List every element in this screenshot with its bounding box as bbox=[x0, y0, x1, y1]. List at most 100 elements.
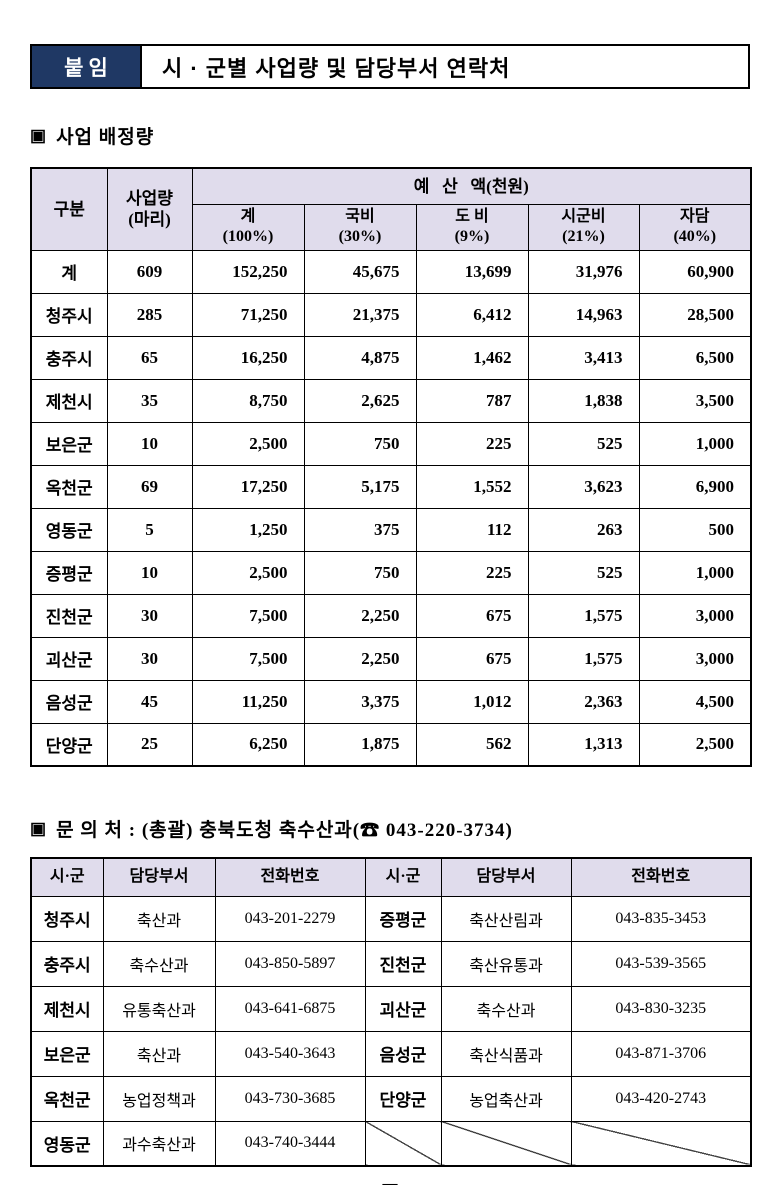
table-cell: 증평군 bbox=[30, 550, 108, 595]
table-cell: 500 bbox=[638, 507, 752, 552]
col-header-budget-group: 예 산 액(천원) bbox=[191, 167, 752, 205]
page-number-mark: — bbox=[382, 1179, 398, 1187]
table-cell: 제천시 bbox=[30, 378, 108, 423]
allocation-table-header: 구분 사업량 (마리) 예 산 액(천원) 계 (100%) 국비 (30%) … bbox=[30, 167, 752, 251]
table-row: 옥천군 69 17,250 5,175 1,552 3,623 6,900 bbox=[30, 464, 752, 509]
table-cell: 2,500 bbox=[191, 550, 305, 595]
table-cell: 진천군 bbox=[364, 940, 442, 987]
table-cell: 30 bbox=[106, 636, 193, 681]
table-cell: 609 bbox=[106, 249, 193, 294]
table-cell: 진천군 bbox=[30, 593, 108, 638]
table-row: 보은군 10 2,500 750 225 525 1,000 bbox=[30, 421, 752, 466]
table-cell: 과수축산과 bbox=[102, 1120, 216, 1167]
table-cell: 청주시 bbox=[30, 292, 108, 337]
table-cell: 8,750 bbox=[191, 378, 305, 423]
table-cell: 043-740-3444 bbox=[214, 1120, 366, 1167]
table-cell: 750 bbox=[303, 421, 417, 466]
attachment-badge: 붙임 bbox=[32, 46, 142, 87]
col-header-phone-right: 전화번호 bbox=[570, 857, 752, 897]
table-cell: 562 bbox=[415, 722, 529, 767]
table-cell: 043-871-3706 bbox=[570, 1030, 752, 1077]
table-cell: 21,375 bbox=[303, 292, 417, 337]
table-cell: 263 bbox=[527, 507, 640, 552]
table-row: 옥천군 농업정책과 043-730-3685 단양군 농업축산과 043-420-2743 bbox=[30, 1075, 752, 1122]
table-cell: 축수산과 bbox=[440, 985, 572, 1032]
table-cell: 2,625 bbox=[303, 378, 417, 423]
table-cell: 보은군 bbox=[30, 1030, 104, 1077]
col-header-department-right: 담당부서 bbox=[440, 857, 572, 897]
col-header-province-fund: 도 비 (9%) bbox=[415, 203, 529, 251]
table-cell: 675 bbox=[415, 593, 529, 638]
table-cell: 35 bbox=[106, 378, 193, 423]
table-cell: 525 bbox=[527, 550, 640, 595]
table-cell: 16,250 bbox=[191, 335, 305, 380]
table-cell: 043-730-3685 bbox=[214, 1075, 366, 1122]
table-cell: 043-850-5897 bbox=[214, 940, 366, 987]
table-cell: 375 bbox=[303, 507, 417, 552]
section-heading-contacts-text: 문 의 처 : (총괄) 충북도청 축수산과(☎ 043-220-3734) bbox=[56, 820, 513, 841]
empty-slash-cell bbox=[570, 1120, 752, 1167]
table-cell: 25 bbox=[106, 722, 193, 767]
table-cell: 1,000 bbox=[638, 421, 752, 466]
empty-slash-cell bbox=[364, 1120, 442, 1167]
table-cell: 4,500 bbox=[638, 679, 752, 724]
table-cell: 1,012 bbox=[415, 679, 529, 724]
table-cell: 17,250 bbox=[191, 464, 305, 509]
table-cell: 152,250 bbox=[191, 249, 305, 294]
table-row: 증평군 10 2,500 750 225 525 1,000 bbox=[30, 550, 752, 595]
table-row: 보은군 축산과 043-540-3643 음성군 축산식품과 043-871-3706 bbox=[30, 1030, 752, 1077]
table-cell: 유통축산과 bbox=[102, 985, 216, 1032]
col-header-city-county-right: 시·군 bbox=[364, 857, 442, 897]
table-cell: 1,250 bbox=[191, 507, 305, 552]
table-cell: 3,000 bbox=[638, 636, 752, 681]
table-cell: 043-420-2743 bbox=[570, 1075, 752, 1122]
square-bullet-icon: ▣ bbox=[30, 126, 48, 145]
table-row: 제천시 유통축산과 043-641-6875 괴산군 축수산과 043-830-3235 bbox=[30, 985, 752, 1032]
section-heading-allocation-text: 사업 배정량 bbox=[56, 127, 155, 148]
table-cell: 축산유통과 bbox=[440, 940, 572, 987]
table-row: 단양군 25 6,250 1,875 562 1,313 2,500 bbox=[30, 722, 752, 767]
table-cell: 1,462 bbox=[415, 335, 529, 380]
table-cell: 6,900 bbox=[638, 464, 752, 509]
table-row: 청주시 285 71,250 21,375 6,412 14,963 28,500 bbox=[30, 292, 752, 337]
table-cell: 1,875 bbox=[303, 722, 417, 767]
table-cell: 옥천군 bbox=[30, 464, 108, 509]
table-cell: 1,000 bbox=[638, 550, 752, 595]
table-cell: 2,250 bbox=[303, 636, 417, 681]
table-row: 충주시 65 16,250 4,875 1,462 3,413 6,500 bbox=[30, 335, 752, 380]
table-cell: 충주시 bbox=[30, 940, 104, 987]
table-cell: 10 bbox=[106, 550, 193, 595]
col-header-self-fund: 자담 (40%) bbox=[638, 203, 752, 251]
table-cell: 675 bbox=[415, 636, 529, 681]
table-cell: 2,500 bbox=[638, 722, 752, 767]
table-cell: 285 bbox=[106, 292, 193, 337]
table-cell: 112 bbox=[415, 507, 529, 552]
contacts-table-header: 시·군 담당부서 전화번호 시·군 담당부서 전화번호 bbox=[30, 857, 752, 897]
table-cell: 단양군 bbox=[30, 722, 108, 767]
table-row: 괴산군 30 7,500 2,250 675 1,575 3,000 bbox=[30, 636, 752, 681]
section-heading-allocation: ▣ 사업 배정량 bbox=[30, 122, 750, 149]
table-cell: 45 bbox=[106, 679, 193, 724]
table-cell: 1,313 bbox=[527, 722, 640, 767]
table-cell: 750 bbox=[303, 550, 417, 595]
table-cell: 축산과 bbox=[102, 895, 216, 942]
table-cell: 음성군 bbox=[30, 679, 108, 724]
col-header-phone-left: 전화번호 bbox=[214, 857, 366, 897]
square-bullet-icon: ▣ bbox=[30, 819, 48, 838]
table-cell: 6,500 bbox=[638, 335, 752, 380]
table-row: 충주시 축수산과 043-850-5897 진천군 축산유통과 043-539-3565 bbox=[30, 940, 752, 987]
table-cell: 5 bbox=[106, 507, 193, 552]
table-cell: 청주시 bbox=[30, 895, 104, 942]
table-cell: 65 bbox=[106, 335, 193, 380]
table-cell: 농업축산과 bbox=[440, 1075, 572, 1122]
table-cell: 축산과 bbox=[102, 1030, 216, 1077]
table-cell: 3,375 bbox=[303, 679, 417, 724]
table-cell: 1,838 bbox=[527, 378, 640, 423]
table-cell: 3,623 bbox=[527, 464, 640, 509]
col-header-national-fund: 국비 (30%) bbox=[303, 203, 417, 251]
table-cell: 제천시 bbox=[30, 985, 104, 1032]
table-cell: 11,250 bbox=[191, 679, 305, 724]
table-cell: 5,175 bbox=[303, 464, 417, 509]
table-cell: 계 bbox=[30, 249, 108, 294]
